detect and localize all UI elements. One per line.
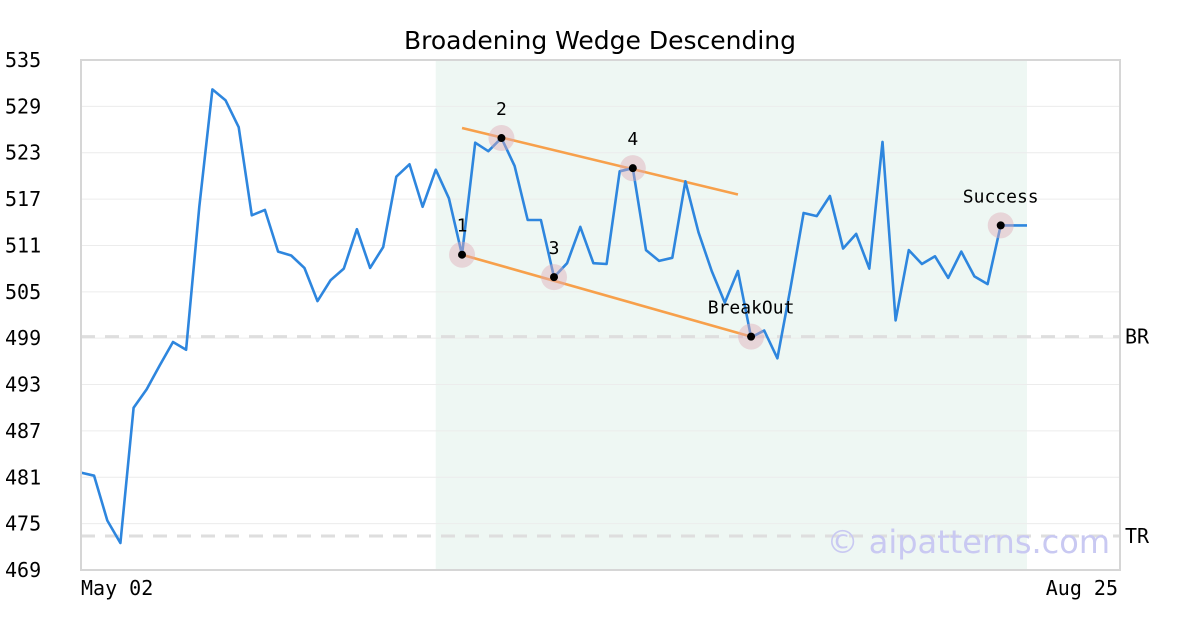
plot-frame [80,59,1121,571]
y-axis-ticks: 469 475 481 487 493 499 505 511 517 523 529 535 [5,48,41,582]
lower-trendline [461,253,752,338]
y-tick-label-505: 505 [5,280,41,304]
y-tick-label-475: 475 [5,512,41,536]
y-tick-label-511: 511 [5,233,41,257]
reference-label-br: BR [1125,325,1150,349]
marker-dot-breakout [747,332,756,341]
marker-label-2: 2 [496,99,507,120]
y-tick-label-487: 487 [5,419,41,443]
trendlines [461,126,752,338]
chart-title: Broadening Wedge Descending [404,26,796,55]
y-tick-label-529: 529 [5,94,41,118]
marker-label-1: 1 [457,216,468,237]
y-tick-label-481: 481 [5,465,41,489]
marker-dot-3 [550,273,558,282]
y-tick-label-517: 517 [5,187,41,211]
x-tick-label-start: May 02 [81,576,153,600]
y-tick-label-535: 535 [5,48,41,72]
y-tick-label-523: 523 [5,141,41,165]
upper-trendline [461,126,739,196]
marker-label-success: Success [963,186,1039,207]
marker-dot-success [996,221,1005,230]
y-tick-label-469: 469 [5,558,41,582]
marker-label-4: 4 [627,129,638,150]
reference-label-tr: TR [1125,524,1150,548]
y-tick-label-493: 493 [5,373,41,397]
x-axis-ticks: May 02 Aug 25 [81,576,1118,600]
x-tick-label-end: Aug 25 [1046,576,1118,600]
watermark: © aipatterns.com [827,523,1110,561]
marker-dot-2 [497,134,506,143]
y-tick-label-499: 499 [5,326,41,350]
marker-dot-4 [628,164,637,173]
pattern-markers: 1 2 3 4 BreakOut Success [449,99,1039,350]
marker-dot-1 [458,250,467,259]
reference-lines: BR TR [81,325,1150,548]
marker-label-breakout: BreakOut [708,298,795,319]
marker-label-3: 3 [549,238,560,259]
